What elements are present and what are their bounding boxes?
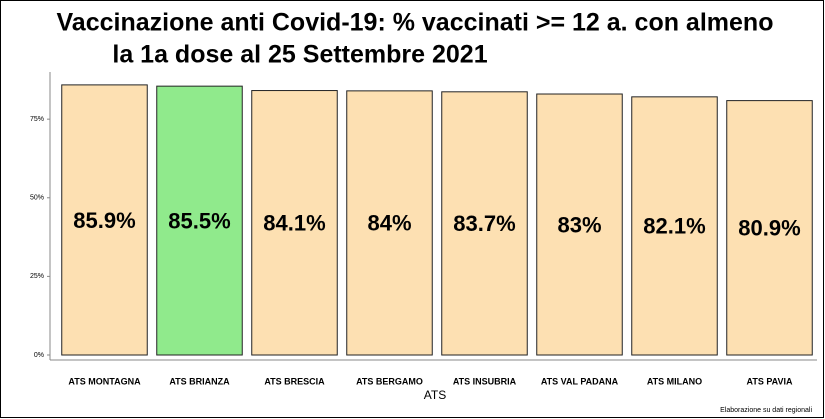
data-label: 85.9% [73, 208, 135, 233]
y-tick-label: 75% [30, 116, 44, 123]
bar [251, 90, 338, 356]
caption: Elaborazione su dati regionali [720, 407, 812, 414]
bar [156, 85, 243, 356]
data-label: 82.1% [643, 214, 705, 239]
bar [441, 91, 528, 356]
bar [631, 96, 718, 356]
y-tick-label: 25% [30, 273, 44, 280]
x-tick-label: ATS BRESCIA [264, 376, 325, 386]
y-tick-label: 50% [30, 195, 44, 202]
chart-title: la 1a dose al 25 Settembre 2021 [112, 41, 487, 69]
x-tick-label: ATS BRIANZA [169, 376, 230, 386]
x-tick-label: ATS VAL PADANA [541, 376, 619, 386]
bar [536, 93, 623, 356]
x-tick-label: ATS INSUBRIA [453, 376, 517, 386]
x-tick-label: ATS MONTAGNA [68, 376, 141, 386]
x-tick-label: ATS MILANO [647, 376, 702, 386]
bar [61, 84, 148, 356]
chart-title: Vaccinazione anti Covid-19: % vaccinati … [57, 9, 774, 37]
data-label: 85.5% [168, 208, 230, 233]
x-tick-label: ATS PAVIA [746, 376, 793, 386]
data-label: 84.1% [263, 211, 325, 236]
x-tick-label: ATS BERGAMO [356, 376, 423, 386]
data-label: 80.9% [738, 216, 800, 241]
bar [726, 100, 813, 356]
data-label: 83.7% [453, 211, 515, 236]
data-label: 84% [367, 211, 411, 236]
bar [346, 90, 433, 356]
x-axis-label: ATS [424, 388, 446, 402]
data-label: 83% [557, 212, 601, 237]
y-tick-label: 0% [34, 352, 44, 359]
